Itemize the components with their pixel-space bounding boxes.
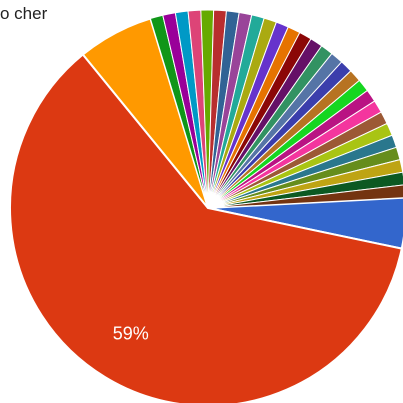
pie-slice-30: [207, 184, 403, 209]
chart-title: o cher: [0, 4, 48, 23]
pie-slice-1: [8, 53, 403, 403]
pie-slice-label-1: 59%: [113, 324, 149, 344]
